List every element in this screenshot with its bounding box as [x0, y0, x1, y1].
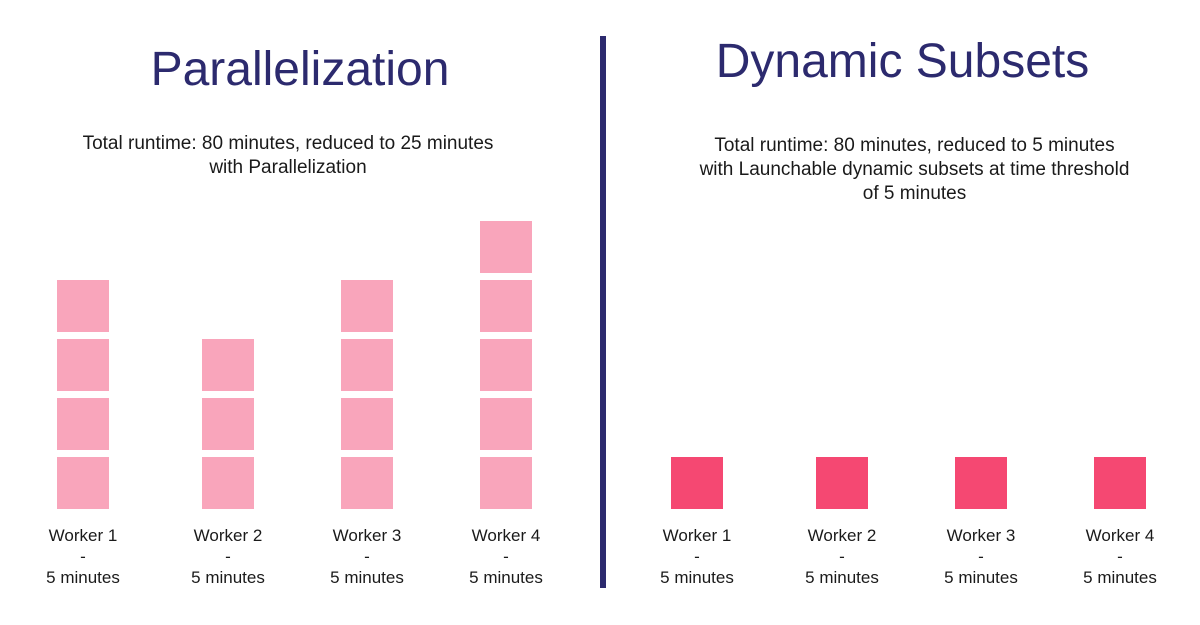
- parallel-worker-4-block-2: [480, 398, 532, 450]
- panel-divider: [600, 36, 606, 588]
- parallel-worker-3-label: Worker 3 - 5 minutes: [307, 525, 427, 588]
- parallelization-subtitle-line-1: Total runtime: 80 minutes, reduced to 25…: [82, 133, 494, 154]
- dynamic-worker-3-label: Worker 3 - 5 minutes: [921, 525, 1041, 588]
- dynamic-worker-2-block-1: [816, 457, 868, 509]
- dynamic-worker-4-block-1: [1094, 457, 1146, 509]
- dynamic-worker-3-block-1: [955, 457, 1007, 509]
- worker-name: Worker 1: [48, 526, 118, 545]
- worker-name: Worker 2: [193, 526, 263, 545]
- parallel-worker-3-block-3: [341, 339, 393, 391]
- worker-dash: -: [503, 547, 509, 566]
- worker-name: Worker 4: [1085, 526, 1155, 545]
- worker-duration: 5 minutes: [46, 568, 120, 587]
- worker-duration: 5 minutes: [469, 568, 543, 587]
- parallel-worker-3-block-2: [341, 398, 393, 450]
- parallel-worker-2-block-1: [202, 457, 254, 509]
- parallel-worker-4-block-4: [480, 280, 532, 332]
- worker-name: Worker 4: [471, 526, 541, 545]
- parallelization-title: Parallelization: [150, 43, 450, 96]
- parallelization-subtitle: Total runtime: 80 minutes, reduced to 25…: [0, 132, 588, 180]
- worker-duration: 5 minutes: [805, 568, 879, 587]
- worker-duration: 5 minutes: [1083, 568, 1157, 587]
- dynamic-subsets-title: Dynamic Subsets: [715, 35, 1090, 88]
- worker-name: Worker 3: [332, 526, 402, 545]
- parallel-worker-1-label: Worker 1 - 5 minutes: [23, 525, 143, 588]
- parallel-worker-1-block-3: [57, 339, 109, 391]
- worker-dash: -: [364, 547, 370, 566]
- parallel-worker-4-label: Worker 4 - 5 minutes: [446, 525, 566, 588]
- parallel-worker-1-block-1: [57, 457, 109, 509]
- worker-dash: -: [80, 547, 86, 566]
- parallel-worker-3-block-4: [341, 280, 393, 332]
- dynamic-subtitle-line-1: Total runtime: 80 minutes, reduced to 5 …: [714, 135, 1115, 156]
- dynamic-worker-1-label: Worker 1 - 5 minutes: [637, 525, 757, 588]
- worker-name: Worker 1: [662, 526, 732, 545]
- dynamic-subsets-panel: Dynamic Subsets Total runtime: 80 minute…: [605, 0, 1200, 625]
- parallel-worker-4-block-1: [480, 457, 532, 509]
- worker-dash: -: [225, 547, 231, 566]
- parallel-worker-2-block-2: [202, 398, 254, 450]
- dynamic-subsets-subtitle: Total runtime: 80 minutes, reduced to 5 …: [617, 134, 1200, 206]
- worker-dash: -: [694, 547, 700, 566]
- worker-duration: 5 minutes: [660, 568, 734, 587]
- worker-duration: 5 minutes: [330, 568, 404, 587]
- dynamic-subtitle-line-3: of 5 minutes: [862, 183, 967, 204]
- worker-dash: -: [978, 547, 984, 566]
- worker-duration: 5 minutes: [191, 568, 265, 587]
- parallel-worker-3-block-1: [341, 457, 393, 509]
- parallel-worker-1-block-2: [57, 398, 109, 450]
- dynamic-subtitle-line-2: with Launchable dynamic subsets at time …: [699, 159, 1130, 180]
- dynamic-worker-1-block-1: [671, 457, 723, 509]
- parallel-worker-2-label: Worker 2 - 5 minutes: [168, 525, 288, 588]
- parallelization-subtitle-line-2: with Parallelization: [209, 157, 367, 178]
- worker-dash: -: [1117, 547, 1123, 566]
- parallelization-panel: Parallelization Total runtime: 80 minute…: [0, 43, 588, 588]
- worker-name: Worker 3: [946, 526, 1016, 545]
- dynamic-worker-2-label: Worker 2 - 5 minutes: [782, 525, 902, 588]
- parallel-worker-4-block-5: [480, 221, 532, 273]
- worker-name: Worker 2: [807, 526, 877, 545]
- dynamic-worker-4-label: Worker 4 - 5 minutes: [1060, 525, 1180, 588]
- parallel-worker-1-block-4: [57, 280, 109, 332]
- parallel-worker-4-block-3: [480, 339, 532, 391]
- parallel-worker-2-block-3: [202, 339, 254, 391]
- worker-dash: -: [839, 547, 845, 566]
- worker-duration: 5 minutes: [944, 568, 1018, 587]
